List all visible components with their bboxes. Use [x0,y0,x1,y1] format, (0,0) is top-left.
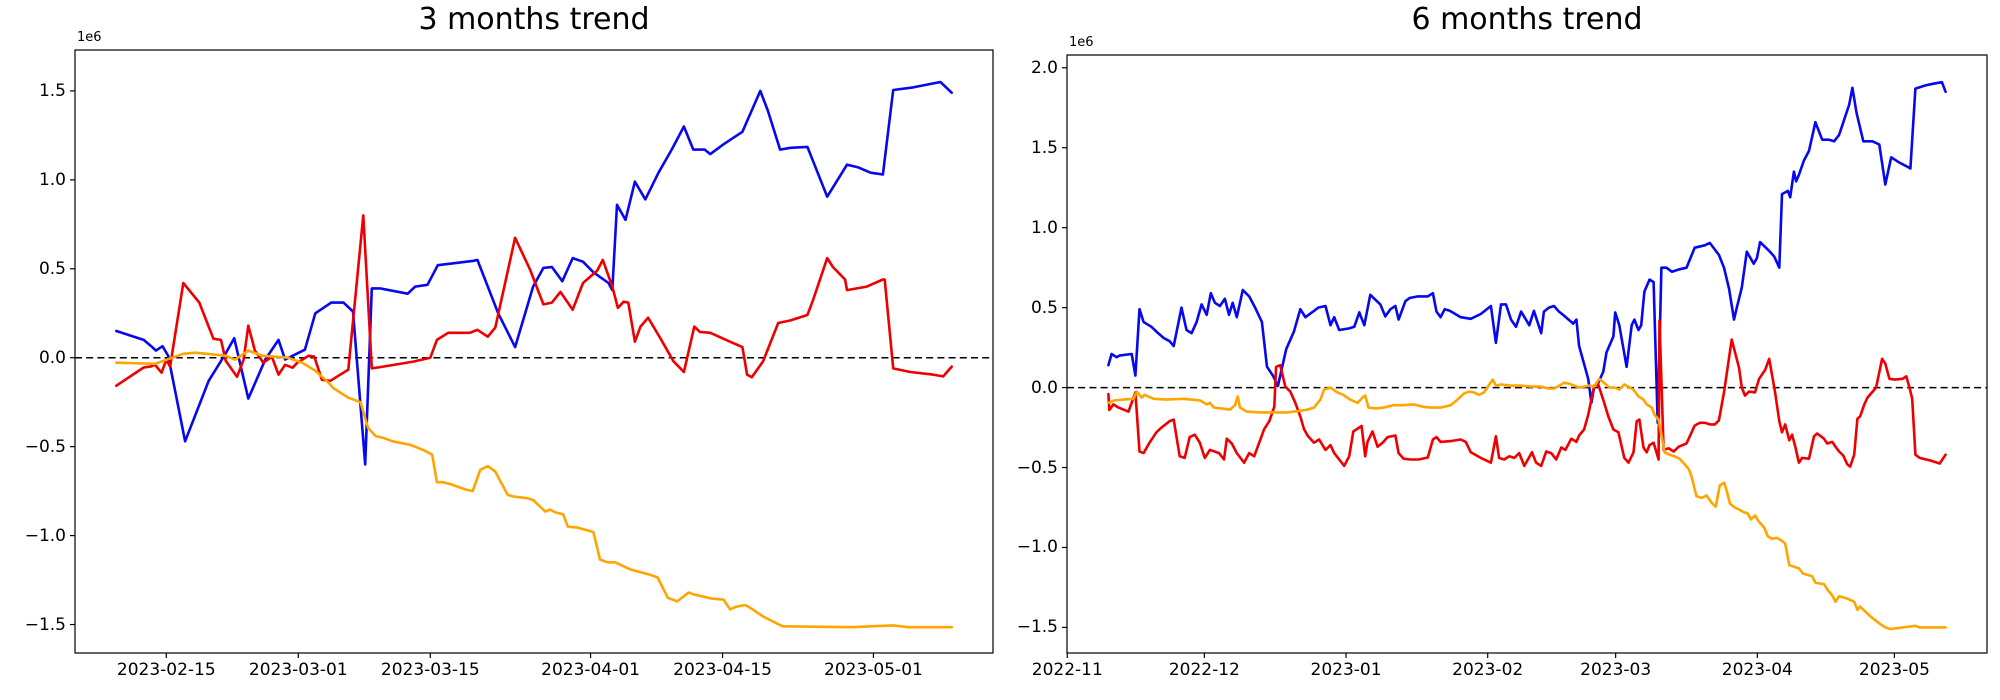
series-red-line [1107,319,1947,469]
y-tick-label: 0.5 [38,258,66,279]
x-tick-label: 2022-12 [1168,660,1240,680]
y-tick-label: −1.5 [1016,617,1058,638]
x-tick-label: 2023-05-01 [824,660,923,680]
series-orange-line [1107,377,1947,631]
series-blue-line [1107,80,1947,425]
y-tick-label: 1.0 [38,169,66,190]
x-tick-label: 2023-04-01 [541,660,640,680]
y-tick-label: 1.5 [1030,137,1058,158]
x-tick-label: 2023-04-15 [673,660,772,680]
y-tick-label: 1.5 [38,80,66,101]
y-tick-label: −1.0 [1016,537,1058,558]
y-axis-offset-label-left: 1e6 [77,30,102,45]
y-tick-label: −1.0 [24,525,66,546]
y-axis-offset-label-right: 1e6 [1069,35,1094,50]
y-tick-label: 0.0 [38,347,66,368]
x-tick-label: 2023-01 [1310,660,1382,680]
y-tick-label: −0.5 [1016,457,1058,478]
y-tick-label: −1.5 [24,614,66,635]
x-tick-label: 2023-03-15 [380,660,480,680]
series-orange-line [115,349,954,629]
series-red-line [115,214,954,388]
x-tick-label: 2023-02 [1452,660,1524,680]
x-tick-label: 2022-11 [1031,660,1103,680]
x-tick-label: 2023-03-01 [248,660,348,680]
chart-title-6-months: 6 months trend [1411,2,1643,37]
x-tick-label: 2023-03 [1580,660,1652,680]
plot-frame [1066,54,1988,654]
y-tick-label: 2.0 [1030,57,1058,78]
x-tick-label: 2023-04 [1721,660,1793,680]
plot-frame [74,49,994,654]
y-tick-label: 0.0 [1030,377,1058,398]
y-tick-label: 0.5 [1030,297,1058,318]
y-tick-label: −0.5 [24,436,66,457]
x-tick-label: 2023-05 [1858,660,1930,680]
chart-title-3-months: 3 months trend [418,2,650,37]
x-tick-label: 2023-02-15 [116,660,216,680]
series-blue-line [115,80,954,466]
y-tick-label: 1.0 [1030,217,1058,238]
